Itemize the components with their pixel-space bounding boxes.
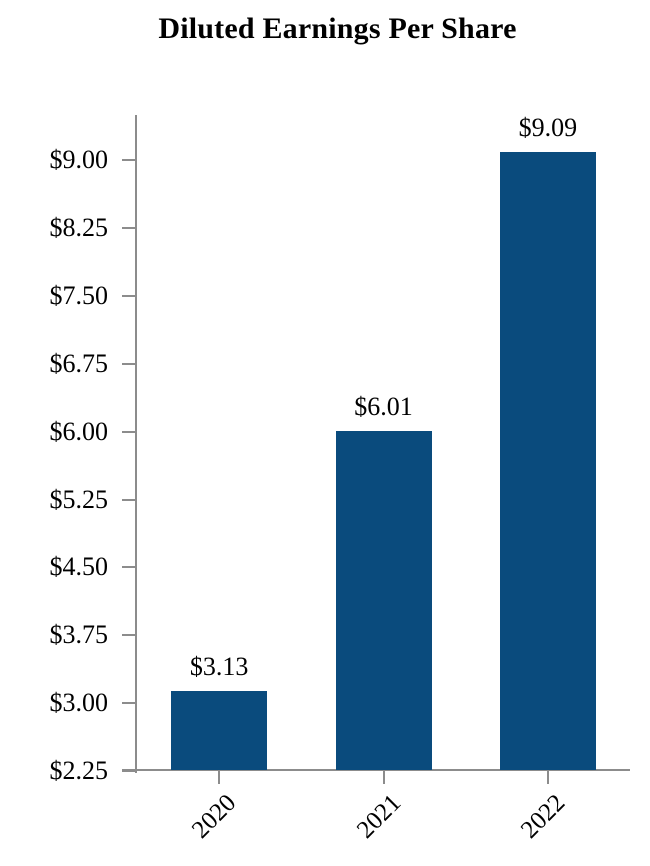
y-axis-tick — [122, 159, 135, 162]
y-axis-tick-label: $4.50 — [49, 552, 109, 582]
y-axis-tick-label: $9.00 — [49, 145, 109, 175]
y-axis-tick — [122, 227, 135, 230]
y-axis-tick — [122, 294, 135, 297]
x-axis-tick — [382, 771, 385, 784]
y-axis-tick-label: $8.25 — [49, 213, 109, 243]
x-axis-line — [122, 769, 630, 771]
x-axis-tick — [546, 771, 549, 784]
chart-title: Diluted Earnings Per Share — [158, 12, 517, 45]
x-axis-tick-label: 2022 — [515, 789, 571, 844]
y-axis-tick — [122, 362, 135, 365]
x-axis-tick-label: 2021 — [351, 789, 406, 844]
y-axis-tick-label: $2.25 — [49, 756, 109, 785]
x-axis-tick-label: 2020 — [187, 789, 242, 844]
y-axis-tick-label: $5.25 — [49, 484, 109, 514]
y-axis-tick-label: $3.75 — [49, 620, 109, 650]
y-axis-tick-label: $6.00 — [49, 416, 109, 446]
bar-value-label: $9.09 — [518, 113, 578, 143]
bar-value-label: $3.13 — [189, 652, 249, 682]
y-axis-tick — [122, 498, 135, 501]
bar-2021 — [335, 430, 432, 770]
y-axis-tick — [122, 566, 135, 569]
y-axis-tick-label: $6.75 — [49, 348, 109, 378]
x-axis-tick — [218, 771, 221, 784]
y-axis-tick-label: $7.50 — [49, 280, 109, 310]
y-axis-tick — [122, 770, 135, 772]
bar-2020 — [171, 691, 268, 770]
bar-2022 — [499, 152, 596, 770]
y-axis-tick-label: $3.00 — [49, 688, 109, 718]
y-axis-tick — [122, 634, 135, 637]
y-axis-tick — [122, 702, 135, 705]
y-axis-line — [135, 115, 137, 773]
y-axis-tick — [122, 430, 135, 433]
bar-value-label: $6.01 — [354, 391, 413, 421]
